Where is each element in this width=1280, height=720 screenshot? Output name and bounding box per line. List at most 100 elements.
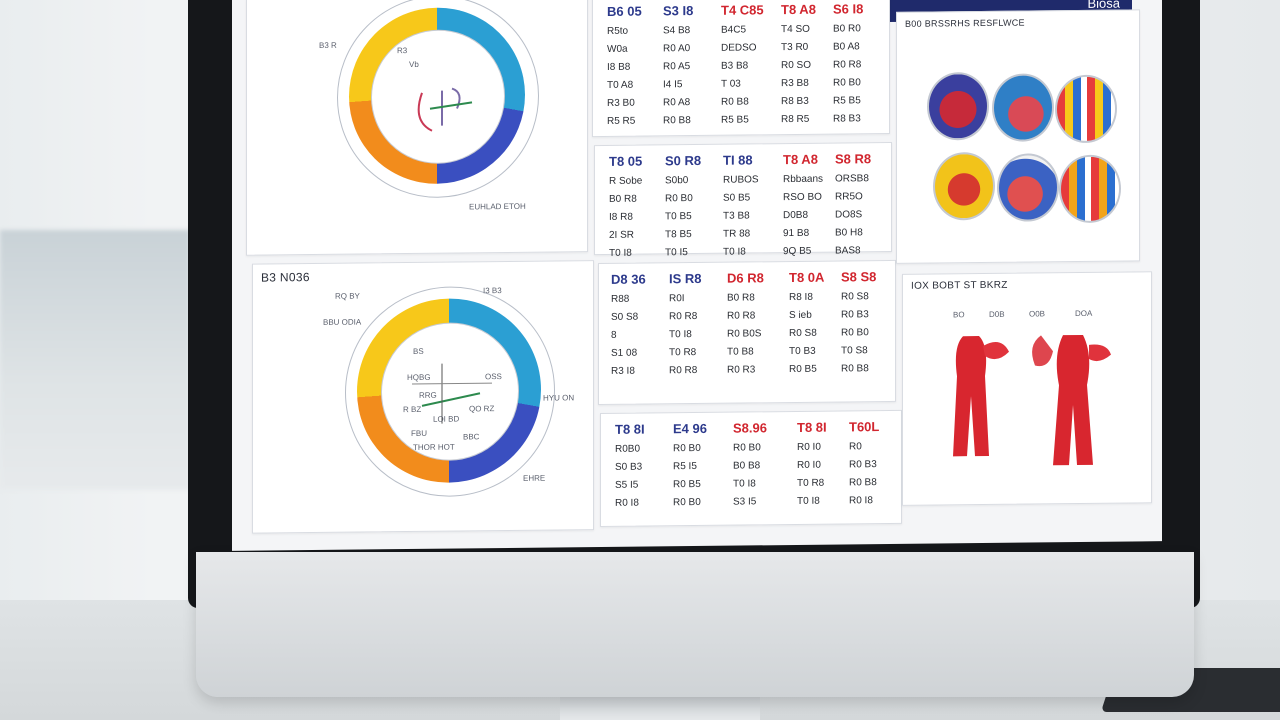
stat-cell: R8 I8 <box>789 291 813 304</box>
stat-column: T8 8I R0 I0 R0 I0 T0 R8 T0 I8 <box>797 419 857 507</box>
stat-cell: B4C5 <box>721 24 747 36</box>
donut-label: FBU <box>411 428 427 438</box>
stat-cell: R88 <box>611 293 630 305</box>
monitor-screen: Biosa B3 R R3 Vb EUHLAD ETOH B3 N036 <box>232 0 1162 551</box>
stat-cell: T0 I8 <box>733 478 756 490</box>
stat-cell: R5 R5 <box>607 115 636 127</box>
stat-header: S3 I8 <box>663 3 694 19</box>
medical-images-panel: B00 BRSSRHS RESFLWCE <box>896 9 1140 264</box>
donut-label: R BZ <box>403 404 422 415</box>
stat-cell: T3 R0 <box>781 41 809 54</box>
stat-column: T8 0A R8 I8 S ieb R0 S8 T0 B3 R0 B5 <box>789 269 849 375</box>
stat-cell: TR 88 <box>723 228 751 240</box>
stat-cell: R0 R3 <box>727 364 756 376</box>
stat-cell: R0 I8 <box>615 497 639 509</box>
background-window <box>0 230 190 490</box>
stat-cell: B0 R8 <box>727 292 755 304</box>
scan-image <box>992 73 1054 142</box>
stats-table-4: T8 8I R0B0 S0 B3 S5 I5 R0 I8 E4 96 R0 B0… <box>600 409 902 528</box>
center-network-icon <box>412 363 492 424</box>
stat-cell: R0 B5 <box>673 478 701 491</box>
donut-panel-top: B3 R R3 Vb EUHLAD ETOH <box>246 0 588 256</box>
donut-label: RQ BY <box>335 291 360 301</box>
stat-cell: DO8S <box>835 209 863 221</box>
donut-center <box>371 29 505 165</box>
stat-cell: R0 B0 <box>841 327 869 339</box>
donut-label: EUHLAD ETOH <box>469 201 526 212</box>
stat-column: T8 A8 T4 SO T3 R0 R0 SO R3 B8 R8 B3 R8 R… <box>781 1 841 125</box>
stat-header: S0 R8 <box>665 152 702 169</box>
stat-cell: T0 I5 <box>665 247 688 259</box>
stat-cell: R0 B0 <box>665 193 693 205</box>
stat-cell: R5 B5 <box>721 114 749 126</box>
stat-header: D8 36 <box>611 271 646 287</box>
stat-column: T8 8I R0B0 S0 B3 S5 I5 R0 I8 <box>615 421 675 509</box>
donut-label: HYU ON <box>543 393 575 403</box>
stat-cell: R0 SO <box>781 59 812 72</box>
stat-cell: T4 SO <box>781 23 810 36</box>
stat-cell: 8 <box>611 329 617 341</box>
stat-cell: T0 A8 <box>607 79 634 91</box>
stat-header: B6 05 <box>607 3 642 19</box>
stat-header: T8 05 <box>609 153 643 169</box>
stat-cell: BAS8 <box>835 245 861 257</box>
stat-header: T8 A8 <box>781 1 816 18</box>
stat-cell: T0 I8 <box>723 246 746 258</box>
stat-cell: W0a <box>607 43 628 55</box>
stat-cell: R0 S8 <box>841 291 869 303</box>
stat-cell: R0 <box>849 441 862 453</box>
stat-cell: S ieb <box>789 309 812 322</box>
stat-column: D6 R8 B0 R8 R0 R8 R0 B0S T0 B8 R0 R3 <box>727 270 787 376</box>
stat-cell: R0 B5 <box>789 363 817 376</box>
stat-cell: T0 I8 <box>609 247 632 259</box>
stat-cell: T3 B8 <box>723 210 750 222</box>
stat-header: IS R8 <box>669 270 702 287</box>
stat-cell: T0 I8 <box>797 495 820 507</box>
stat-cell: I4 I5 <box>663 79 683 91</box>
donut-center <box>381 321 519 462</box>
donut-label: BBU ODIA <box>323 317 362 327</box>
stat-cell: I8 B8 <box>607 61 631 73</box>
stat-cell: R0 I0 <box>797 441 821 453</box>
anatomy-label: D0B <box>989 309 1005 319</box>
donut-label: B3 R <box>319 40 337 50</box>
stat-cell: R0 R8 <box>669 310 698 323</box>
stat-header: S8.96 <box>733 420 767 436</box>
stat-cell: T8 B5 <box>665 229 692 241</box>
stat-cell: B0 R8 <box>609 193 637 205</box>
stat-column: S3 I8 S4 B8 R0 A0 R0 A5 I4 I5 R0 A8 R0 B… <box>663 3 723 126</box>
stat-header: S6 I8 <box>833 1 864 17</box>
stat-cell: T0 I8 <box>669 329 692 341</box>
stat-cell: R3 I8 <box>611 365 635 377</box>
stat-cell: R0 B8 <box>841 363 869 375</box>
stat-header: T8 8I <box>797 419 827 435</box>
stat-cell: R0 R8 <box>727 310 756 322</box>
donut-label: HQBG <box>407 372 431 383</box>
stat-column: T8 05 R Sobe B0 R8 I8 R8 2I SR T0 I8 <box>609 153 669 259</box>
stat-cell: 9Q B5 <box>783 245 812 258</box>
center-diagram-icon <box>417 87 473 132</box>
stat-cell: R5 B5 <box>833 95 861 107</box>
stat-cell: S0b0 <box>665 175 689 187</box>
stat-cell: T0 B3 <box>789 345 816 358</box>
stat-cell: T0 B5 <box>665 211 692 223</box>
stat-column: S0 R8 S0b0 R0 B0 T0 B5 T8 B5 T0 I5 <box>665 152 725 259</box>
panel-title: IOX BOBT ST BKRZ <box>911 279 1008 292</box>
stat-cell: T 03 <box>721 78 741 90</box>
scan-image <box>933 151 995 221</box>
donut-panel-bottom: B3 N036 RQ BY I3 B3 BBU ODIA BS HQBG OSS… <box>252 260 594 534</box>
stat-cell: R0 A5 <box>663 61 691 73</box>
stat-cell: R0 A8 <box>663 97 691 109</box>
stat-cell: DEDSO <box>721 42 757 54</box>
stat-cell: T0 S8 <box>841 345 868 357</box>
stat-header: E4 96 <box>673 420 707 437</box>
stat-cell: R0 B0 <box>673 442 701 455</box>
stat-column: T60L R0 R0 B3 R0 B8 R0 I8 <box>849 419 909 506</box>
stat-cell: R8 B3 <box>781 95 809 108</box>
donut-label: R3 <box>397 46 408 56</box>
donut-label: THOR HOT <box>413 442 455 452</box>
stat-column: S8 R8 ORSB8 RR5O DO8S B0 H8 BAS8 <box>835 151 895 257</box>
stat-cell: S1 08 <box>611 347 638 359</box>
stat-column: D8 36 R88 S0 S8 8 S1 08 R3 I8 <box>611 271 671 377</box>
stat-cell: D0B8 <box>783 209 809 222</box>
